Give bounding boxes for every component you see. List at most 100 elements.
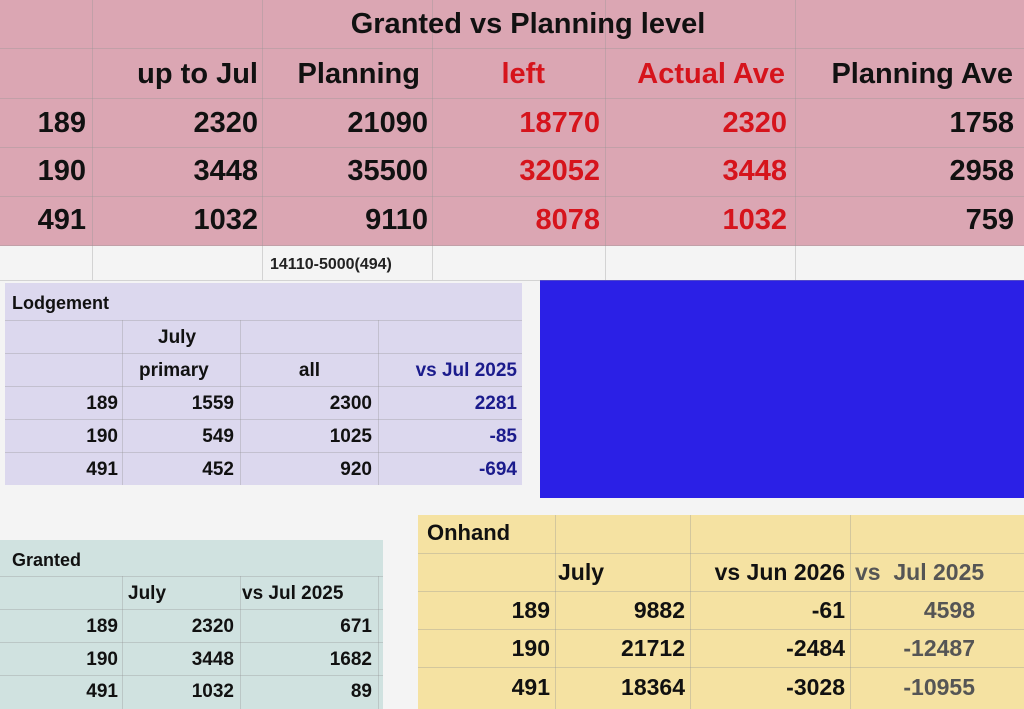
grid-line	[378, 576, 379, 709]
grid-line	[5, 452, 522, 453]
value-cell: 1025	[329, 425, 372, 447]
value-cell: 89	[350, 680, 372, 702]
value-cell: 3448	[191, 648, 234, 670]
column-header: vs Jul 2025	[415, 359, 517, 381]
grid-line	[555, 515, 556, 709]
grid-line	[92, 0, 93, 280]
value-cell: 2320	[191, 615, 234, 637]
granted-panel	[0, 540, 383, 709]
value-cell: 3448	[193, 154, 258, 187]
value-cell: 671	[340, 615, 372, 637]
value-cell: 9882	[633, 596, 685, 623]
value-cell: -10955	[903, 673, 975, 700]
column-header: Planning	[297, 57, 420, 90]
column-header: Actual Ave	[637, 57, 785, 90]
grid-line	[0, 609, 383, 610]
grid-line	[0, 280, 1024, 281]
row-label: 190	[86, 425, 118, 447]
value-cell: 1682	[329, 648, 372, 670]
value-cell: 759	[965, 203, 1014, 236]
grid-line	[122, 576, 123, 709]
value-cell: 1032	[193, 203, 258, 236]
grid-line	[605, 0, 606, 280]
grid-line	[0, 98, 1024, 99]
value-cell: 2300	[329, 392, 372, 414]
title: Granted vs Planning level	[350, 7, 706, 40]
value-cell: 21712	[621, 634, 685, 661]
grid-line	[5, 353, 522, 354]
value-cell: 1032	[191, 680, 234, 702]
grid-line	[0, 642, 383, 643]
value-cell: -61	[811, 596, 845, 623]
grid-line	[418, 667, 1024, 668]
lodgement-panel	[5, 283, 522, 485]
value-cell: 35500	[347, 154, 428, 187]
column-header: Planning Ave	[831, 57, 1013, 90]
value-cell: 32052	[519, 154, 600, 187]
value-cell: 4598	[923, 596, 975, 623]
grid-line	[418, 629, 1024, 630]
grid-line	[795, 0, 796, 280]
row-label: 189	[86, 615, 118, 637]
value-cell: 920	[340, 458, 372, 480]
value-cell: -3028	[786, 673, 845, 700]
column-header: July	[558, 558, 605, 585]
column-header: vs Jun 2026	[714, 558, 845, 585]
row-label: 491	[86, 458, 118, 480]
column-header: left	[501, 57, 546, 90]
value-cell: 2320	[193, 106, 258, 139]
grid-line	[122, 320, 123, 485]
section-title: Lodgement	[12, 293, 109, 313]
planning-panel	[0, 0, 1024, 246]
grid-line	[0, 675, 383, 676]
grid-line	[0, 147, 1024, 148]
grid-line	[432, 0, 433, 280]
column-header: all	[298, 359, 320, 381]
grid-line	[0, 48, 1024, 49]
value-cell: 8078	[535, 203, 600, 236]
value-cell: -694	[478, 458, 517, 480]
column-header: vs Jul 2025	[855, 558, 985, 585]
value-cell: 549	[202, 425, 234, 447]
onhand-panel	[418, 515, 1024, 709]
grid-line	[418, 591, 1024, 592]
value-cell: 2281	[474, 392, 517, 414]
blue-block	[540, 280, 1024, 498]
note: 14110-5000(494)	[270, 256, 392, 273]
grid-line	[0, 576, 383, 577]
row-label: 491	[86, 680, 118, 702]
value-cell: -85	[489, 425, 517, 447]
grid-line	[240, 320, 241, 485]
grid-line	[690, 515, 691, 709]
value-cell: 1758	[949, 106, 1014, 139]
grid-line	[5, 386, 522, 387]
section-title: Onhand	[427, 520, 511, 545]
value-cell: -2484	[786, 634, 845, 661]
column-header: vs Jul 2025	[242, 582, 344, 604]
grid-line	[240, 576, 241, 709]
column-header: July	[128, 582, 167, 604]
row-label: 189	[511, 596, 550, 623]
value-cell: 9110	[365, 203, 428, 236]
value-cell: 1559	[191, 392, 234, 414]
row-label: 491	[37, 203, 86, 236]
row-label: 190	[37, 154, 86, 187]
grid-line	[378, 320, 379, 485]
value-cell: 452	[202, 458, 234, 480]
grid-line	[0, 245, 1024, 246]
value-cell: 18364	[621, 673, 685, 700]
row-label: 189	[86, 392, 118, 414]
column-group: July	[158, 326, 197, 348]
column-header: up to Jul	[137, 57, 258, 90]
grid-line	[0, 196, 1024, 197]
value-cell: 1032	[722, 203, 787, 236]
column-header: primary	[139, 359, 209, 381]
section-title: Granted	[12, 550, 82, 570]
grid-line	[262, 0, 263, 280]
grid-line	[418, 553, 1024, 554]
value-cell: -12487	[903, 634, 975, 661]
row-label: 190	[511, 634, 550, 661]
grid-line	[5, 320, 522, 321]
value-cell: 2958	[949, 154, 1014, 187]
